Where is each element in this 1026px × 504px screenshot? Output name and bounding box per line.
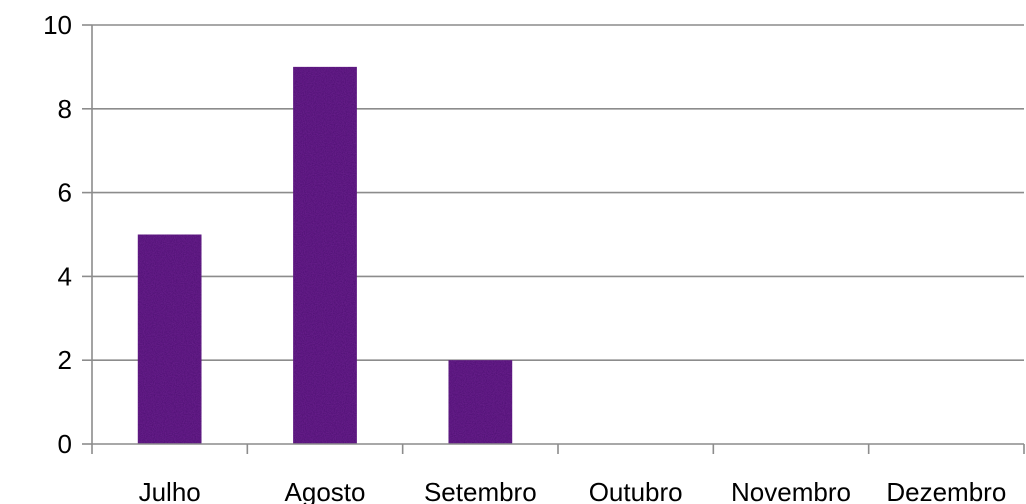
x-tick-label-outubro: Outubro — [589, 477, 683, 504]
y-tick-label: 2 — [58, 345, 72, 375]
y-tick-label: 10 — [43, 10, 72, 40]
axes — [82, 24, 1025, 454]
y-tick-label: 6 — [58, 178, 72, 208]
x-tick-label-setembro: Setembro — [424, 477, 537, 504]
bars — [137, 66, 513, 445]
y-tick-label: 4 — [58, 261, 72, 291]
y-tick-label: 0 — [58, 429, 72, 459]
x-tick-label-dezembro: Dezembro — [886, 477, 1006, 504]
gridlines — [92, 24, 1024, 362]
bar-setembro — [448, 360, 513, 444]
x-tick-label-agosto: Agosto — [285, 477, 366, 504]
labels: 0 2 4 6 8 10 Julho Agosto Setembro Outubro Novembr… — [43, 10, 1006, 504]
x-tick-label-novembro: Novembro — [731, 477, 851, 504]
y-tick-label: 8 — [58, 94, 72, 124]
bar-julho — [137, 234, 202, 444]
x-tick-label-julho: Julho — [139, 477, 201, 504]
bar-agosto — [293, 66, 357, 445]
